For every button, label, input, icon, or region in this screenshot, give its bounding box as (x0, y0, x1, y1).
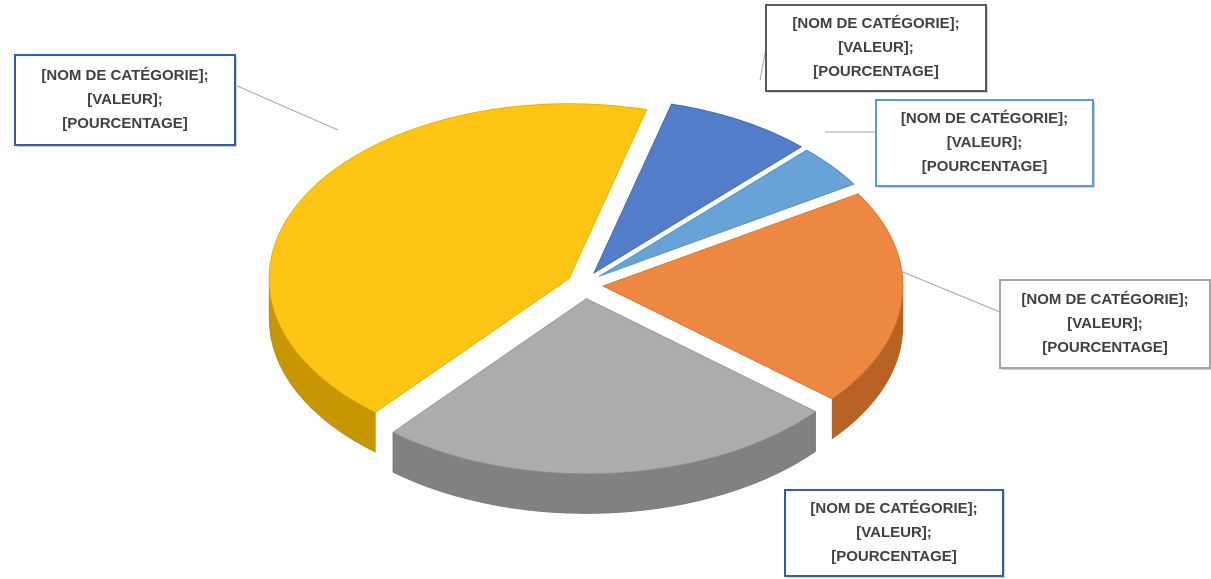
slice (592, 103, 803, 275)
leader-line (897, 269, 1001, 313)
data-label: [NOM DE CATÉGORIE]; (901, 110, 1068, 127)
label-box (875, 99, 1094, 187)
data-label: [NOM DE CATÉGORIE]; (1021, 291, 1188, 308)
data-label: [VALEUR]; (947, 134, 1023, 151)
data-label: [NOM DE CATÉGORIE]; (792, 15, 959, 32)
leader-line (234, 84, 339, 131)
slice (392, 298, 817, 474)
data-label: [POURCENTAGE] (831, 548, 957, 565)
label-box (765, 4, 987, 92)
data-label: [POURCENTAGE] (813, 63, 939, 80)
data-label: [POURCENTAGE] (922, 158, 1048, 175)
data-label: [VALEUR]; (87, 91, 163, 108)
data-label: [VALEUR]; (838, 39, 914, 56)
data-label: [VALEUR]; (1067, 315, 1143, 332)
data-label: [NOM DE CATÉGORIE]; (41, 67, 208, 84)
slice (601, 193, 904, 400)
label-box (14, 54, 236, 146)
label-box (999, 279, 1211, 369)
data-label: [NOM DE CATÉGORIE]; (810, 500, 977, 517)
slice (268, 103, 648, 413)
slice (598, 149, 855, 277)
label-box (784, 489, 1004, 577)
data-label: [POURCENTAGE] (1042, 339, 1168, 356)
data-label: [POURCENTAGE] (62, 115, 188, 132)
data-label: [VALEUR]; (856, 524, 932, 541)
